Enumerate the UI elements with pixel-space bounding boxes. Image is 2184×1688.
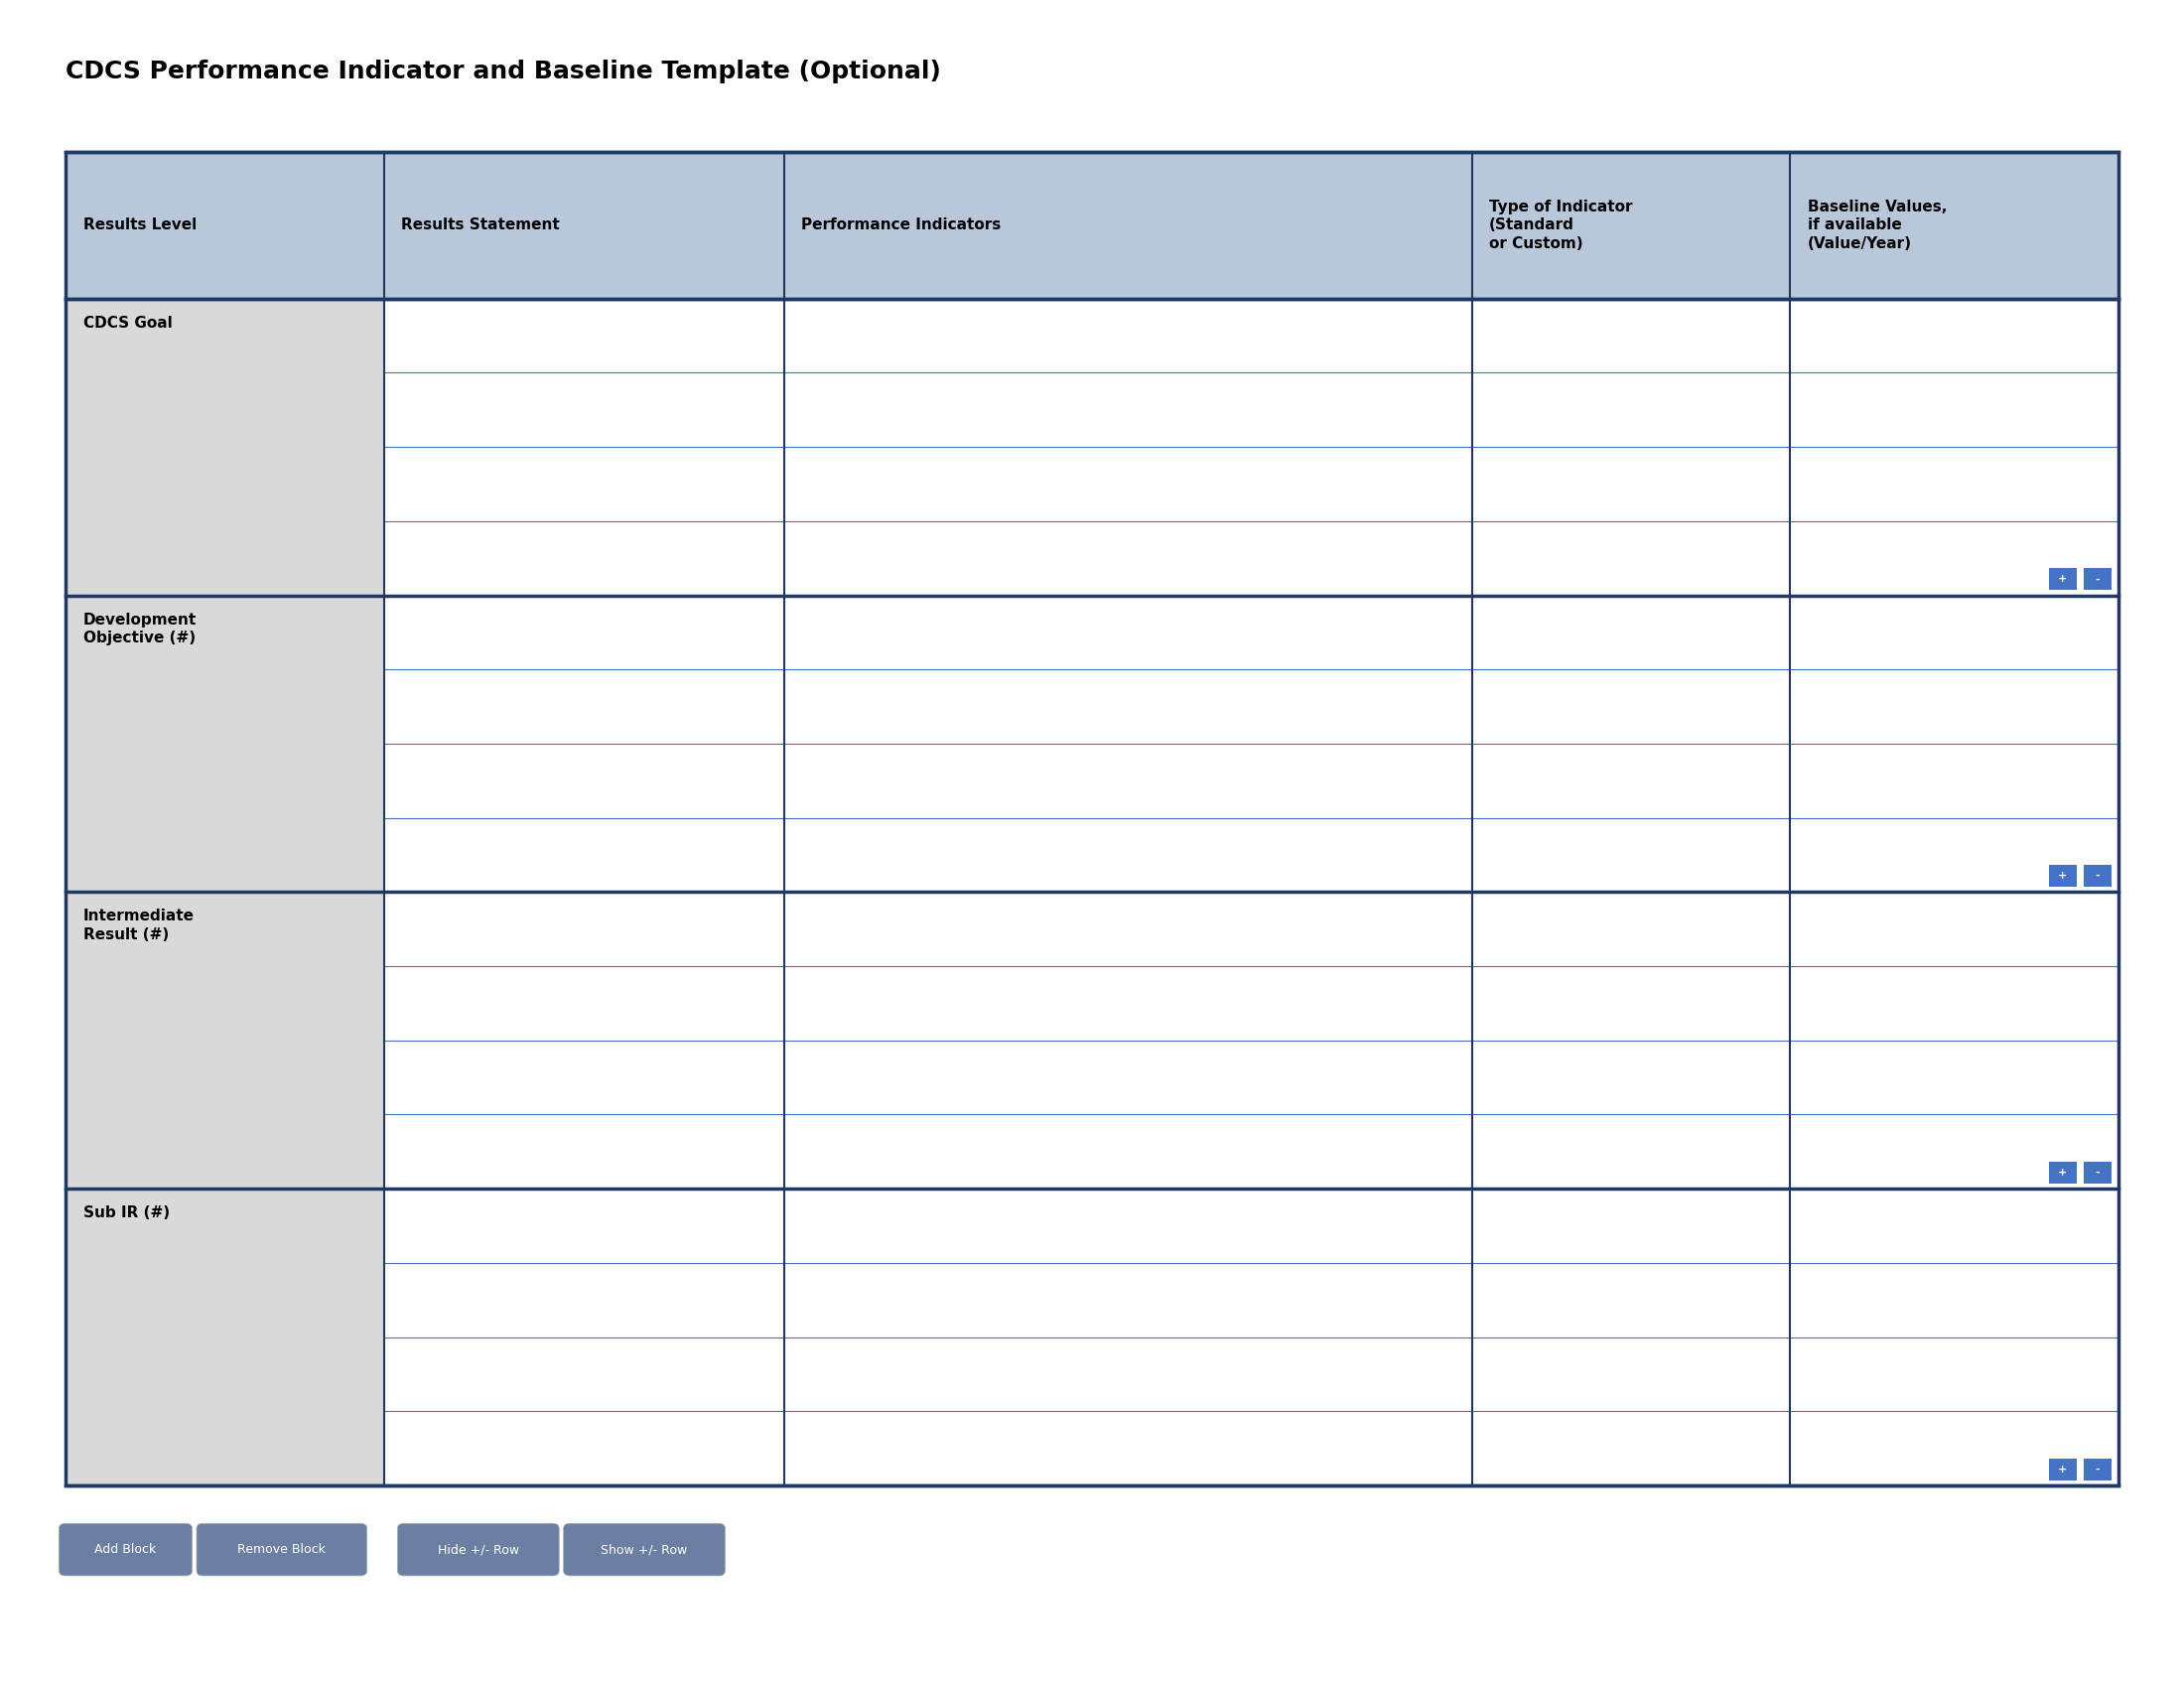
Text: +: + (2057, 574, 2068, 584)
Text: Show +/- Row: Show +/- Row (601, 1543, 688, 1556)
Bar (2049, 569, 2077, 591)
Bar (66, 152, 2118, 299)
Text: -: - (2094, 574, 2101, 584)
Text: -: - (2094, 1168, 2101, 1178)
Bar (66, 1188, 384, 1485)
Text: Results Statement: Results Statement (402, 218, 559, 233)
Text: -: - (2094, 871, 2101, 881)
Text: Baseline Values,
if available
(Value/Year): Baseline Values, if available (Value/Yea… (1808, 199, 1946, 252)
Text: Add Block: Add Block (94, 1543, 157, 1556)
FancyBboxPatch shape (59, 1523, 192, 1577)
Bar (66, 152, 2118, 1485)
Text: Intermediate
Result (#): Intermediate Result (#) (83, 908, 194, 942)
Bar (2084, 1161, 2112, 1183)
Text: -: - (2094, 1465, 2101, 1474)
Bar (2049, 1458, 2077, 1480)
Text: Sub IR (#): Sub IR (#) (83, 1205, 170, 1220)
Text: Remove Block: Remove Block (238, 1543, 325, 1556)
Text: Type of Indicator
(Standard
or Custom): Type of Indicator (Standard or Custom) (1489, 199, 1634, 252)
Bar (66, 891, 384, 1188)
Bar (2049, 864, 2077, 886)
Text: +: + (2057, 1465, 2068, 1474)
Bar (66, 299, 384, 596)
Text: CDCS Performance Indicator and Baseline Template (Optional): CDCS Performance Indicator and Baseline … (66, 59, 941, 83)
Text: Performance Indicators: Performance Indicators (802, 218, 1000, 233)
FancyBboxPatch shape (197, 1523, 367, 1577)
Bar (2084, 569, 2112, 591)
Text: Hide +/- Row: Hide +/- Row (437, 1543, 520, 1556)
Text: Development
Objective (#): Development Objective (#) (83, 613, 197, 645)
Bar (66, 596, 384, 891)
Bar (2049, 1161, 2077, 1183)
FancyBboxPatch shape (563, 1523, 725, 1577)
Text: CDCS Goal: CDCS Goal (83, 316, 173, 331)
Bar (2084, 864, 2112, 886)
Text: Results Level: Results Level (83, 218, 197, 233)
Text: +: + (2057, 871, 2068, 881)
FancyBboxPatch shape (397, 1523, 559, 1577)
Bar (2084, 1458, 2112, 1480)
Text: +: + (2057, 1168, 2068, 1178)
